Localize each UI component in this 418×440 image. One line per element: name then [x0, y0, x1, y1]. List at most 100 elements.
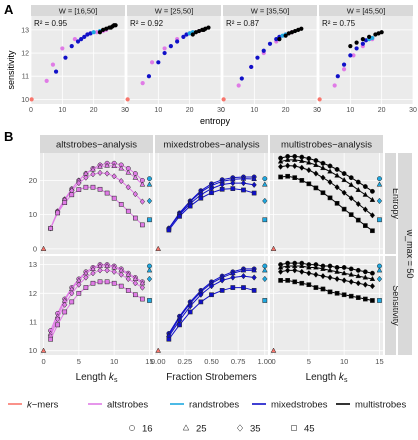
legend-shape-label: 16 — [142, 424, 153, 435]
series-point — [355, 179, 361, 185]
legend-shape — [129, 425, 135, 431]
column-strip — [40, 135, 153, 153]
series-point — [177, 322, 182, 328]
reference-point — [376, 267, 383, 273]
facet-plot-bg — [31, 16, 125, 104]
series-point — [48, 336, 53, 342]
facet-strip-label: W = [35,50] — [251, 7, 290, 16]
panel-a-ylabel: sensitivity — [6, 50, 16, 90]
series-point — [306, 264, 312, 270]
series-point — [313, 185, 319, 191]
series-point — [348, 278, 354, 285]
x-tick-label: 30 — [313, 107, 321, 114]
series-point — [48, 225, 53, 231]
series-point — [240, 179, 247, 187]
scatter-point — [146, 74, 152, 79]
series-point — [341, 171, 347, 176]
x-tick-label: 15 — [145, 357, 153, 366]
facet-plot-bg — [40, 153, 153, 254]
legend-shape — [236, 424, 244, 432]
series-point — [208, 282, 215, 290]
series-point — [277, 163, 284, 170]
series-point — [362, 206, 368, 213]
series-point — [341, 265, 347, 270]
series-point — [55, 210, 60, 216]
reference-point — [262, 176, 268, 182]
series-point — [313, 285, 319, 290]
series-point — [76, 187, 82, 192]
scatter-point — [29, 97, 34, 102]
x-tick-label: 0 — [41, 357, 45, 366]
reference-point — [146, 197, 153, 205]
legend: k−mers altstrobes randstrobes mixedstrobes m… — [8, 400, 406, 435]
reference-point — [146, 275, 153, 283]
series-point — [362, 281, 368, 288]
facet-plot-bg — [270, 153, 383, 254]
series-point — [334, 290, 340, 296]
scatter-point — [221, 97, 226, 102]
series-point — [334, 166, 340, 172]
x-tick-label: 0 — [317, 107, 321, 114]
series-point — [369, 212, 376, 219]
series-point — [348, 271, 355, 277]
reference-point — [147, 176, 152, 182]
series-point — [97, 169, 103, 176]
legend-shape-label: 45 — [304, 424, 315, 435]
series-point — [240, 267, 247, 273]
series-point — [251, 274, 257, 281]
series-point — [219, 277, 225, 284]
scatter-point — [50, 62, 56, 67]
series-point — [111, 268, 117, 275]
r-squared-label: R² = 0.87 — [226, 19, 260, 28]
series-point — [187, 303, 193, 310]
y-tick-label: 11 — [22, 74, 29, 81]
series-point — [69, 192, 75, 198]
y-tick-label: 12 — [29, 289, 37, 298]
series-point — [306, 166, 312, 174]
reference-point — [146, 181, 153, 187]
series-point — [320, 164, 326, 171]
facet-strip — [223, 5, 317, 16]
column-strip-label: mixedstrobes−analysis — [163, 140, 260, 151]
series-point — [90, 184, 96, 190]
scatter-point — [277, 37, 282, 42]
series-point — [285, 173, 290, 179]
series-point — [132, 190, 138, 198]
series-point — [348, 175, 354, 181]
series-point — [348, 266, 354, 272]
series-point — [363, 296, 368, 302]
x-tick-label: 15 — [375, 357, 383, 366]
row-strip-label: Entropy — [391, 188, 401, 220]
scatter-point — [168, 44, 173, 49]
scatter-point — [341, 62, 347, 67]
series-point — [277, 158, 284, 164]
scatter-point — [354, 46, 359, 51]
series-point — [277, 268, 284, 275]
scatter-point — [354, 40, 359, 45]
series-point — [55, 315, 61, 323]
series-point — [369, 275, 376, 281]
x-tick-label: 5 — [77, 357, 81, 366]
scatter-point — [283, 33, 288, 38]
scatter-point — [261, 48, 266, 53]
series-point — [166, 227, 172, 233]
series-point — [251, 190, 257, 196]
row-strip-label: Sensitivity — [391, 285, 401, 326]
series-point — [341, 206, 347, 212]
scatter-point — [367, 34, 372, 39]
column-strip-label: multistrobes−analysis — [281, 140, 372, 151]
x-tick-label: 1.00 — [257, 357, 272, 366]
scatter-point — [360, 41, 365, 46]
reference-point — [147, 217, 152, 223]
series-point — [355, 295, 361, 300]
series-point — [132, 174, 139, 180]
legend-shape-label: 25 — [196, 424, 207, 435]
scatter-point — [249, 64, 254, 70]
series-point — [320, 272, 326, 280]
series-point — [198, 291, 204, 298]
x-tick-label: 10 — [250, 107, 258, 114]
series-point — [241, 187, 246, 193]
series-point — [118, 177, 124, 185]
series-point — [125, 288, 131, 293]
